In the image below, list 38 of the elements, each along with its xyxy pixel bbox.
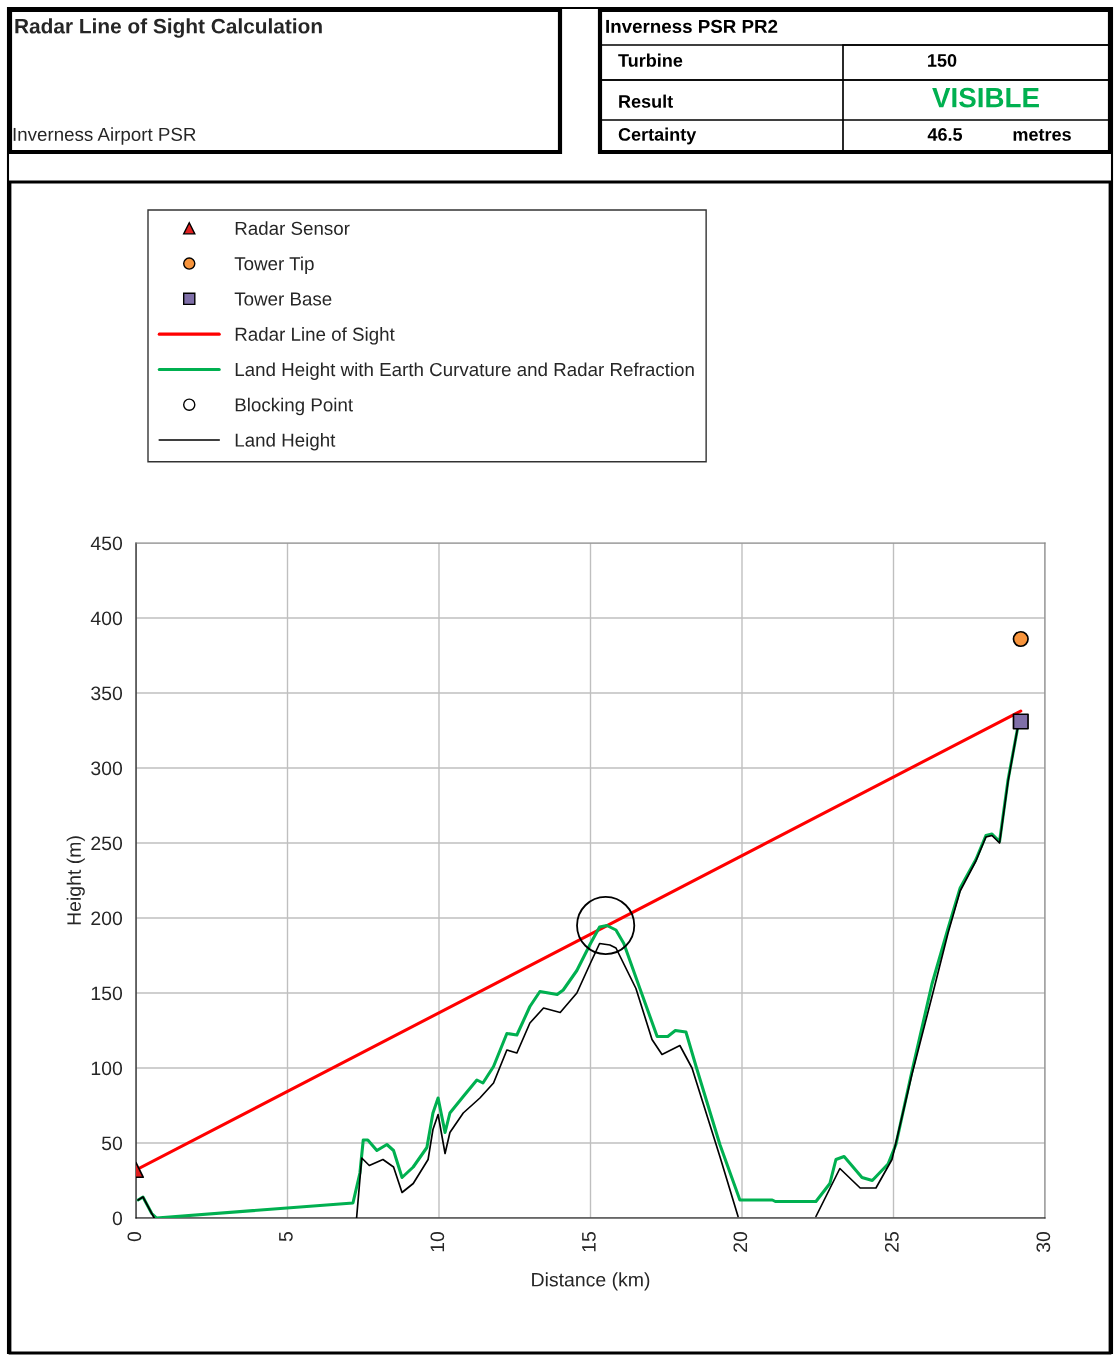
y-tick-label: 0 xyxy=(112,1211,123,1226)
point xyxy=(1012,630,1029,648)
y-tick-label: 100 xyxy=(91,1061,123,1076)
x-tick-label: 10 xyxy=(430,1231,445,1252)
chart-subtitle: Inverness Airport PSR xyxy=(13,127,196,145)
legend-label: Tower Base xyxy=(234,292,332,306)
x-tick-label: 20 xyxy=(733,1231,748,1252)
y-tick-label: 150 xyxy=(91,986,123,1001)
legend-label: Radar Sensor xyxy=(235,221,350,236)
x-tick-label: 15 xyxy=(582,1232,596,1252)
text: Result xyxy=(619,94,673,108)
y-tick-label: 300 xyxy=(91,761,123,776)
legend-label: Land Height with Earth Curvature and Radar Refraction xyxy=(235,362,694,380)
legend-label: Tower Tip xyxy=(234,256,314,275)
x-axis-title: Distance (km) xyxy=(532,1272,650,1291)
x-tick-label: 5 xyxy=(279,1232,293,1242)
chart-title: Radar Line of Sight Calculation xyxy=(15,18,322,38)
x-tick-label: 25 xyxy=(884,1232,899,1252)
text: VISIBLE xyxy=(932,87,1039,108)
text: 46.5 xyxy=(927,128,963,141)
legend-label: Radar Line of Sight xyxy=(235,327,395,345)
legend-label: Blocking Point xyxy=(235,397,353,416)
text: 150 xyxy=(928,54,957,67)
point xyxy=(1012,713,1029,730)
y-tick-label: 350 xyxy=(91,686,123,701)
y-tick-label: 200 xyxy=(91,911,123,926)
text: Turbine xyxy=(618,53,683,67)
y-axis-title: Height (m) xyxy=(66,836,85,925)
x-tick-label: 0 xyxy=(127,1231,142,1242)
text: Certainty xyxy=(618,127,697,145)
legend-label: Land Height xyxy=(235,433,336,451)
y-tick-label: 400 xyxy=(90,611,123,626)
text: Inverness PSR PR2 xyxy=(606,19,778,34)
x-tick-label: 30 xyxy=(1036,1231,1051,1253)
y-tick-label: 50 xyxy=(101,1136,123,1151)
text: metres xyxy=(1013,128,1071,141)
y-tick-label: 250 xyxy=(91,836,123,851)
y-tick-label: 450 xyxy=(90,536,123,551)
